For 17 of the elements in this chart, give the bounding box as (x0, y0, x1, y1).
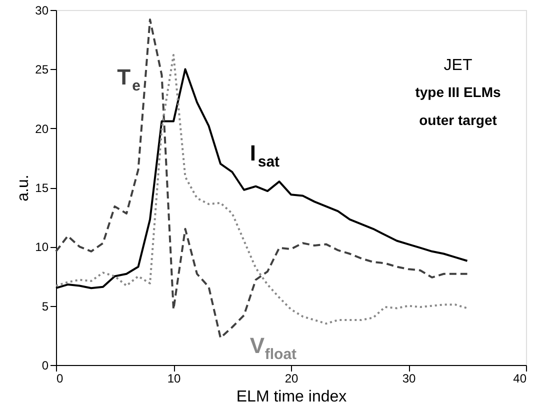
y-tick-label: 30 (35, 4, 49, 18)
y-tick-label: 0 (42, 358, 49, 372)
y-axis-title: a.u. (15, 174, 32, 202)
x-tick-label: 40 (513, 372, 527, 386)
annotation: type III ELMs (415, 84, 501, 100)
y-tick-label: 5 (42, 299, 49, 314)
x-tick-label: 20 (284, 372, 298, 386)
x-tick-label: 30 (402, 372, 416, 386)
annotation: outer target (419, 112, 498, 128)
y-tick-label: 15 (35, 181, 49, 195)
x-axis-title: ELM time index (236, 388, 347, 406)
y-tick-label: 20 (35, 122, 49, 136)
annotation: JET (444, 57, 472, 74)
x-tick-label: 10 (167, 372, 181, 386)
y-tick-label: 25 (35, 62, 49, 77)
x-tick-label: 0 (56, 372, 64, 386)
y-tick-label: 10 (35, 240, 49, 254)
